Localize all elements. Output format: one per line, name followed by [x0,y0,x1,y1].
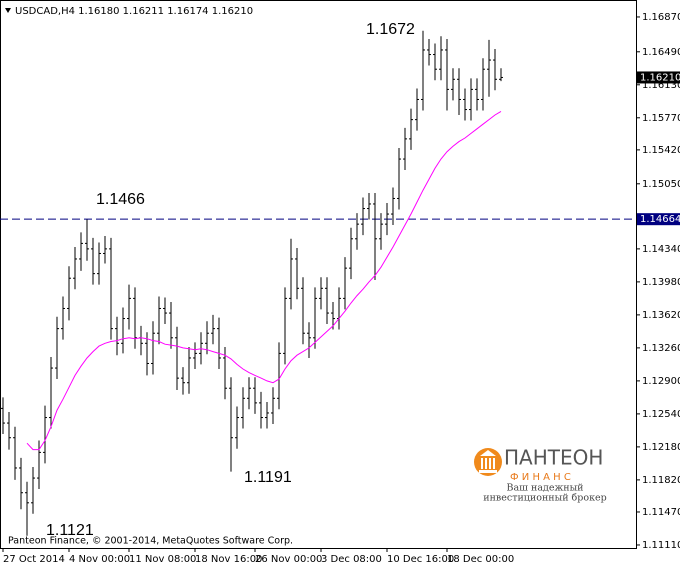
x-tick-label: 10 Dec 16:00 [387,554,454,565]
x-tick-label: 4 Nov 00:00 [69,554,130,565]
y-tick-label: 1.12540 [642,409,680,420]
menu-arrow[interactable] [5,8,11,13]
level-label: 1.14664 [640,214,680,225]
logo: ПАНТЕОН Ф И Н А Н С Ваш надежный инвести… [474,446,607,504]
y-tick-label: 1.15420 [642,145,680,156]
footer: Panteon Finance, © 2001-2014, MetaQuotes… [8,536,293,547]
y-tick-label: 1.15770 [642,113,680,124]
y-tick-label: 1.11470 [642,507,680,518]
x-tick-label: 18 Dec 00:00 [447,554,514,565]
plot-frame [0,0,637,549]
y-tick-label: 1.13980 [642,277,680,288]
y-tick-label: 1.11820 [642,475,680,486]
y-tick-label: 1.13260 [642,343,680,354]
y-tick-label: 1.12900 [642,376,680,387]
y-tick-label: 1.16130 [642,80,680,91]
y-tick-label: 1.13620 [642,310,680,321]
y-tick-label: 1.11110 [642,540,680,551]
logo-columns [479,450,497,473]
x-tick-label: 3 Dec 08:00 [321,554,382,565]
y-tick-label: 1.12180 [642,442,680,453]
level-label-box [637,213,680,226]
annotation: 1.1191 [244,469,292,486]
x-tick-label: 27 Oct 2014 [3,554,65,565]
logo-name: ПАНТЕОН [504,446,603,470]
y-tick-label: 1.16490 [642,47,680,58]
y-tick-label: 1.14340 [642,244,680,255]
moving-average [26,110,502,451]
x-tick-label: 26 Nov 00:00 [255,554,322,565]
x-tick-label: 18 Nov 16:00 [195,554,262,565]
bars [1,30,503,536]
logo-tagline: Ваш надежный [507,483,584,494]
logo-sub: Ф И Н А Н С [510,472,571,483]
last-price-label: 1.16210 [640,72,680,83]
annotation: 1.1121 [46,522,94,539]
y-tick-label: 1.15050 [642,179,680,190]
logo-tagline: инвестиционный брокер [483,493,606,504]
chart-header: USDCAD,H4 1.16180 1.16211 1.16174 1.1621… [15,6,253,17]
annotation: 1.1466 [96,191,145,208]
last-price-box [637,71,680,84]
annotation: 1.1672 [366,21,415,38]
x-tick-label: 11 Nov 08:00 [129,554,196,565]
y-tick-label: 1.16870 [642,12,680,23]
